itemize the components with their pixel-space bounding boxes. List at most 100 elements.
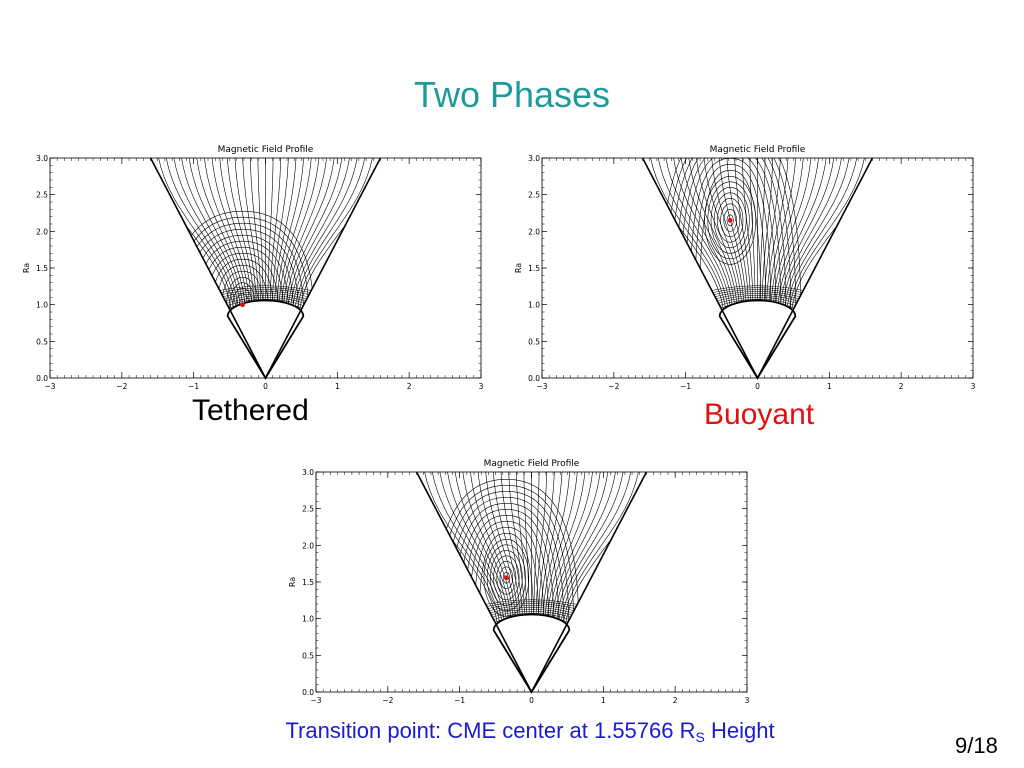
open-field-line — [695, 158, 740, 308]
open-field-line — [558, 472, 624, 625]
open-field-line — [267, 158, 274, 306]
x-tick-label: −2 — [382, 696, 393, 705]
sun-surface — [492, 613, 571, 694]
open-field-line — [439, 472, 505, 625]
envelope-field-line — [216, 264, 269, 314]
envelope-field-line — [669, 158, 792, 314]
y-tick-label: 1.5 — [302, 578, 314, 587]
flux-rope-loop — [713, 192, 747, 249]
envelope-field-line — [448, 496, 565, 628]
x-tick-label: −1 — [454, 696, 465, 705]
cme-center-marker — [727, 217, 733, 223]
buoyant-caption: Buoyant — [704, 398, 815, 431]
open-field-line — [537, 472, 555, 620]
open-field-line — [544, 472, 578, 621]
y-tick-label: 3.0 — [302, 468, 314, 477]
y-tick-label: 3.0 — [36, 154, 48, 163]
envelope-field-line — [458, 508, 555, 628]
open-field-line — [508, 472, 526, 620]
y-tick-label: 0.5 — [528, 337, 540, 346]
x-tick-label: 1 — [601, 696, 606, 705]
y-tick-label: 1.5 — [528, 264, 540, 273]
y-tick-label: 3.0 — [528, 154, 540, 163]
open-field-line — [562, 472, 640, 627]
flux-rope-loop — [723, 209, 737, 232]
envelope-field-line — [468, 520, 545, 628]
open-field-line — [292, 158, 358, 311]
open-field-line — [711, 158, 745, 307]
x-tick-label: −1 — [188, 382, 199, 391]
open-field-line — [726, 158, 749, 306]
open-field-line — [734, 158, 752, 306]
slide-title: Two Phases — [413, 74, 611, 115]
open-field-line — [485, 472, 519, 621]
tethered-field-plot: Magnetic Field Profile Ra 0.0 0.5 1.0 1.5 2.0 2… — [20, 140, 490, 402]
wedge-boundary — [641, 157, 874, 380]
y-tick-label: 1.0 — [302, 615, 314, 624]
open-field-line — [718, 158, 747, 307]
envelope-field-line — [679, 158, 782, 314]
open-field-line — [423, 472, 501, 627]
open-field-line — [271, 158, 289, 306]
envelope-field-line — [453, 502, 560, 628]
open-field-line — [276, 158, 305, 307]
open-field-line — [741, 158, 754, 306]
x-tick-label: 0 — [263, 382, 268, 391]
open-field-line — [278, 158, 312, 307]
x-tick-label: 0 — [755, 382, 760, 391]
flux-rope-loop — [710, 187, 750, 254]
envelope-field-line — [699, 170, 762, 314]
open-field-line — [777, 158, 827, 309]
envelope-field-line — [478, 532, 535, 628]
envelope-field-line — [674, 158, 787, 314]
x-tick-label: −2 — [116, 382, 127, 391]
y-axis-label: Ra — [22, 263, 31, 273]
open-field-line — [560, 472, 632, 626]
y-tick-label: 1.0 — [36, 301, 48, 310]
envelope-field-line — [689, 158, 772, 314]
y-tick-label: 0.0 — [302, 688, 314, 697]
y-tick-label: 2.5 — [302, 505, 314, 514]
x-tick-label: −3 — [44, 382, 55, 391]
cme-center-marker — [503, 575, 509, 581]
wedge-boundary — [415, 471, 648, 694]
x-tick-label: 3 — [971, 382, 976, 391]
flux-rope-loop — [483, 538, 530, 617]
open-field-line — [173, 158, 239, 311]
x-tick-label: 0 — [529, 696, 534, 705]
open-field-line — [779, 158, 835, 310]
open-field-line — [462, 472, 512, 623]
flux-rope-loop — [720, 203, 741, 238]
open-field-line — [784, 158, 850, 311]
transition-suffix: Height — [704, 718, 775, 743]
open-field-line — [280, 158, 320, 308]
envelope-field-line — [694, 164, 767, 314]
envelope-field-line — [221, 270, 264, 314]
y-tick-label: 2.5 — [36, 191, 48, 200]
y-tick-label: 0.0 — [36, 374, 48, 383]
transition-caption: Transition point: CME center at 1.55766 … — [0, 718, 1024, 745]
y-tick-label: 2.5 — [528, 191, 540, 200]
open-field-line — [657, 158, 729, 312]
tethered-caption: Tethered — [192, 394, 309, 427]
x-tick-label: 3 — [745, 696, 750, 705]
open-field-line — [285, 158, 335, 309]
x-tick-label: −3 — [310, 696, 321, 705]
x-tick-label: 2 — [407, 382, 412, 391]
flux-rope-loop — [707, 181, 753, 260]
transition-field-plot: Magnetic Field Profile Ra 0.0 0.5 1.0 1.5 2.0 2… — [286, 454, 756, 716]
y-axis-label: Ra — [514, 263, 523, 273]
flux-rope-loop — [499, 566, 514, 590]
open-field-line — [188, 158, 244, 310]
open-field-line — [226, 158, 255, 307]
cme-center-marker — [240, 302, 245, 308]
wedge-boundary — [149, 157, 382, 380]
x-tick-label: −1 — [680, 382, 691, 391]
transition-prefix: Transition point: CME center at 1.55766 … — [285, 718, 696, 743]
x-tick-label: 3 — [479, 382, 484, 391]
open-field-line — [551, 472, 601, 623]
open-field-line — [649, 158, 727, 313]
page-number: 9/18 — [955, 733, 998, 758]
open-field-line — [454, 472, 510, 624]
flux-rope-loop — [486, 544, 526, 612]
